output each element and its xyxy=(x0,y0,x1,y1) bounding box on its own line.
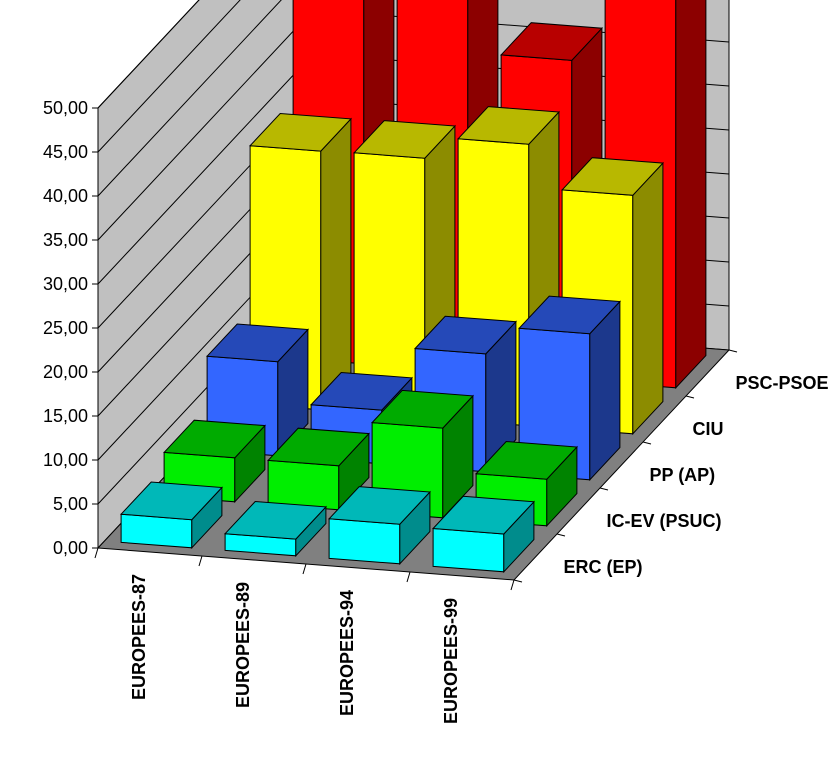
bar-front-face xyxy=(432,527,505,573)
gridline xyxy=(97,0,282,197)
y-tick-label: 0,00 xyxy=(53,538,88,558)
bar-top-face xyxy=(224,500,327,540)
x-tick xyxy=(94,547,99,559)
bar-front-face xyxy=(328,518,401,565)
x-tick xyxy=(406,571,411,583)
series-label: IC-EV (PSUC) xyxy=(607,511,722,531)
bar xyxy=(518,295,621,482)
y-tick-label: 40,00 xyxy=(43,186,88,206)
category-label: EUROPEES-87 xyxy=(129,574,149,700)
bar xyxy=(120,481,223,550)
y-tick-label: 45,00 xyxy=(43,142,88,162)
series-label: PSC-PSOE xyxy=(736,373,828,393)
category-label: EUROPEES-99 xyxy=(441,598,461,724)
bar xyxy=(432,495,535,574)
bars xyxy=(120,0,707,574)
series-tick xyxy=(728,349,738,353)
bar xyxy=(224,500,327,558)
bar-top-face xyxy=(432,495,535,535)
bar-top-face xyxy=(500,22,603,61)
bar-top-face xyxy=(206,323,309,363)
bar-top-face xyxy=(267,427,370,467)
series-tick xyxy=(556,533,566,537)
bar-top-face xyxy=(328,486,431,525)
y-tick-label: 50,00 xyxy=(43,98,88,118)
y-tick-label: 35,00 xyxy=(43,230,88,250)
bar-side-face xyxy=(632,161,664,436)
y-tick-label: 15,00 xyxy=(43,406,88,426)
series-tick xyxy=(685,395,695,399)
series-label: CIU xyxy=(693,419,724,439)
series-label: PP (AP) xyxy=(650,465,716,485)
bar-top-face xyxy=(457,106,560,145)
bar-top-face xyxy=(561,157,664,196)
bar-top-face xyxy=(353,120,456,159)
y-tick-label: 10,00 xyxy=(43,450,88,470)
bar-top-face xyxy=(310,371,413,411)
bar xyxy=(328,486,431,566)
category-label: EUROPEES-94 xyxy=(337,590,357,716)
bar-top-face xyxy=(371,389,474,429)
bar-top-face xyxy=(249,112,352,152)
x-tick xyxy=(302,563,307,575)
y-axis-ticks: 0,00 5,00 10,00 15,00 20,00 25,00 30,00 35,00 40… xyxy=(43,98,738,591)
bar-top-face xyxy=(120,481,223,521)
series-tick xyxy=(599,487,609,491)
bar-front-face xyxy=(267,459,340,511)
y-tick-label: 30,00 xyxy=(43,274,88,294)
y-tick-label: 20,00 xyxy=(43,362,88,382)
bar-top-face xyxy=(163,419,266,459)
x-tick xyxy=(198,555,203,567)
bar-top-face xyxy=(414,315,517,355)
bar-top-face xyxy=(475,440,578,480)
axis-labels: EUROPEES-87 EUROPEES-89 EUROPEES-94 EUROPEE… xyxy=(129,373,828,724)
x-tick xyxy=(510,579,515,591)
bar xyxy=(353,120,456,420)
bar-side-face xyxy=(320,117,352,412)
series-label: ERC (EP) xyxy=(564,557,643,577)
gridline xyxy=(97,0,241,153)
bar xyxy=(267,427,370,512)
series-tick xyxy=(642,441,652,445)
bar-top-face xyxy=(518,295,621,335)
series-tick xyxy=(513,579,523,583)
category-label: EUROPEES-89 xyxy=(233,582,253,708)
gridline xyxy=(97,0,200,109)
y-tick-label: 25,00 xyxy=(43,318,88,338)
y-tick-label: 5,00 xyxy=(53,494,88,514)
bar-side-face xyxy=(675,0,707,390)
